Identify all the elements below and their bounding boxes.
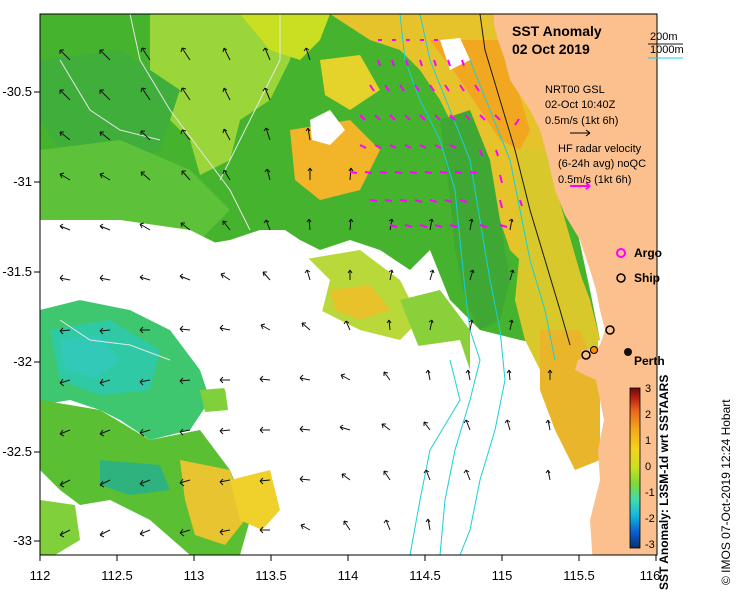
y-axis: -30.5 -31 -31.5 -32 -32.5 -33: [2, 84, 40, 548]
colorbar: 3 2 1 0 -1 -2 -3: [629, 383, 655, 551]
map-plot-area: [40, 14, 657, 555]
radar-legend-line3: 0.5m/s (1kt 6h): [558, 174, 631, 186]
wind-legend-line1: NRT00 GSL: [545, 84, 605, 96]
y-tick-label: -31.5: [2, 264, 32, 279]
cb-tick-m1: -1: [645, 487, 655, 499]
radar-legend-line2: (6-24h avg) noQC: [558, 158, 646, 170]
x-tick-label: 112: [30, 568, 51, 583]
radar-legend-line1: HF radar velocity: [558, 143, 642, 155]
wind-legend: NRT00 GSL 02-Oct 10:40Z 0.5m/s (1kt 6h): [545, 84, 618, 137]
x-tick-label: 113.5: [255, 568, 287, 583]
perth-city-dot: [624, 348, 632, 356]
y-tick-label: -32: [13, 354, 32, 369]
x-tick-label: 114: [338, 568, 359, 583]
y-tick-label: -31: [13, 174, 32, 189]
ship-legend-label: Ship: [634, 271, 660, 285]
colorbar-gradient: [629, 387, 641, 549]
bathymetry-contours: [59, 14, 571, 555]
cb-tick-m2: -2: [645, 513, 655, 525]
x-tick-label: 115.5: [563, 568, 595, 583]
argo-legend-label: Argo: [634, 246, 662, 260]
perth-label: Perth: [634, 354, 665, 368]
x-tick-label: 116: [640, 568, 661, 583]
title-block: SST Anomaly 02 Oct 2019: [512, 23, 602, 57]
credit-text: © IMOS 07-Oct-2019 12:24 Hobart: [719, 399, 733, 585]
title-line2: 02 Oct 2019: [512, 41, 590, 57]
markers-on-map: [581, 325, 632, 360]
sst-anomaly-field: [40, 14, 600, 555]
wind-vectors: [59, 47, 553, 538]
x-tick-label: 113: [184, 568, 205, 583]
cb-tick-0: 0: [645, 461, 651, 473]
colorbar-label: SST Anomaly: L3SM-1d wrt SSTAARS: [657, 375, 671, 590]
radar-legend: HF radar velocity (6-24h avg) noQC 0.5m/…: [558, 143, 646, 190]
title-line1: SST Anomaly: [512, 23, 602, 39]
wind-legend-line2: 02-Oct 10:40Z: [545, 99, 616, 111]
ship-legend-icon: [616, 273, 626, 283]
y-tick-label: -32.5: [2, 444, 32, 459]
cb-tick-m3: -3: [645, 539, 655, 551]
argo-legend-icon: [616, 248, 626, 258]
x-axis: 112 112.5 113 113.5 114 114.5 115 115.5 …: [30, 555, 661, 583]
hf-radar-vectors: [349, 39, 523, 228]
depth-200m-label: 200m: [650, 31, 678, 43]
marker-legend: Argo Ship: [616, 246, 662, 285]
cb-tick-3: 3: [645, 383, 651, 395]
x-tick-label: 115: [492, 568, 513, 583]
depth-legend: 200m 1000m: [648, 31, 684, 59]
cb-tick-1: 1: [645, 435, 651, 447]
y-tick-label: -33: [13, 533, 32, 548]
wind-legend-line3: 0.5m/s (1kt 6h): [545, 115, 618, 127]
y-tick-label: -30.5: [2, 84, 32, 99]
depth-1000m-label: 1000m: [650, 44, 684, 56]
x-tick-label: 112.5: [101, 568, 133, 583]
cb-tick-2: 2: [645, 409, 651, 421]
x-tick-label: 114.5: [409, 568, 441, 583]
land-mass: [494, 14, 657, 555]
